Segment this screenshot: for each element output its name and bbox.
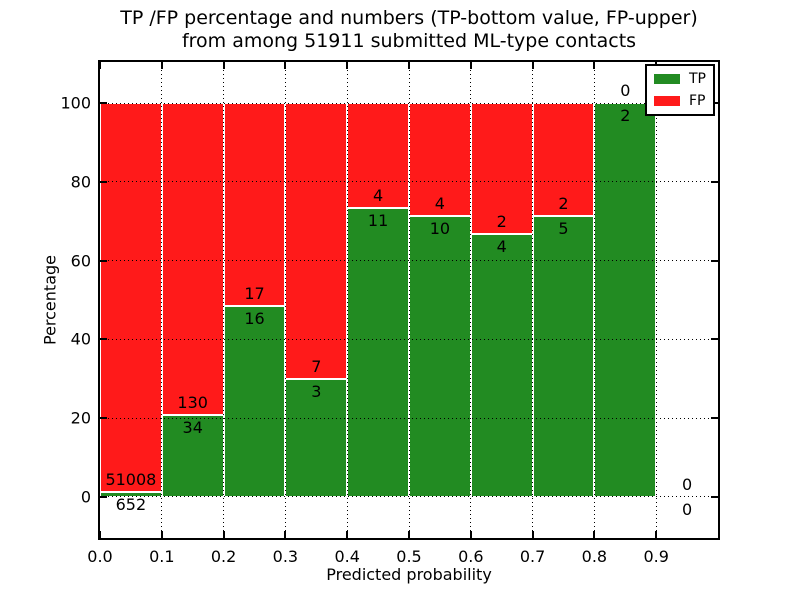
- tick-x-bottom-0.4: [346, 531, 349, 538]
- legend-entry-tp: TP: [654, 71, 706, 87]
- tick-x-bottom-0: [99, 531, 101, 538]
- xtick-label-0.9: 0.9: [643, 547, 669, 566]
- fp-count-label-0.5-0.6: 4: [434, 193, 445, 213]
- bar-tp-0.4-0.5: [347, 208, 409, 497]
- fp-swatch-icon: [654, 96, 680, 106]
- gridline-v-0.4: [346, 62, 348, 538]
- tick-x-bottom-0.1: [160, 531, 163, 538]
- tick-x-top-0.6: [469, 62, 472, 69]
- fp-count-label-0.0-0.1: 51008: [105, 469, 157, 489]
- xtick-label-0.6: 0.6: [458, 547, 484, 566]
- tp-count-label-0.8-0.9: 2: [620, 106, 631, 126]
- tick-x-top-0.7: [531, 62, 534, 69]
- tp-count-label-0.0-0.1: 652: [115, 494, 147, 514]
- tick-x-bottom-0.3: [284, 531, 287, 538]
- tick-x-top-0.2: [222, 62, 225, 69]
- tick-x-bottom-0.7: [531, 531, 534, 538]
- bar-fp-0.3-0.4: [285, 103, 348, 379]
- gridline-v-0.3: [284, 62, 286, 538]
- gridline-v-0.6: [470, 62, 472, 538]
- tick-x-bottom-0.2: [222, 531, 225, 538]
- tick-y-right-60: [711, 259, 718, 262]
- fp-count-label-0.9-1.0: 0: [682, 474, 693, 494]
- tick-y-left-0: [100, 495, 107, 498]
- tick-x-top-0.3: [284, 62, 287, 69]
- ytick-label-100: 100: [60, 93, 91, 113]
- gridline-v-0.1: [161, 62, 163, 538]
- xtick-label-0.3: 0.3: [272, 547, 299, 566]
- tp-count-label-0.2-0.3: 16: [244, 308, 265, 328]
- x-axis-label: Predicted probability: [326, 565, 492, 584]
- bar-tp-0.8-0.9: [594, 103, 657, 497]
- gridline-v-0.5: [408, 62, 410, 538]
- ytick-label-80: 80: [70, 172, 91, 192]
- xtick-label-0.1: 0.1: [149, 547, 175, 566]
- fp-count-label-0.8-0.9: 0: [620, 81, 631, 101]
- tp-count-label-0.6-0.7: 4: [496, 237, 507, 257]
- tp-count-label-0.5-0.6: 10: [429, 218, 451, 238]
- tp-count-label-0.7-0.8: 5: [558, 218, 569, 238]
- tick-y-left-100: [100, 102, 107, 105]
- bar-fp-0.6-0.7: [470, 103, 533, 235]
- bar-tp-0.2-0.3: [223, 305, 286, 497]
- xtick-label-0.2: 0.2: [210, 547, 237, 566]
- fp-count-label-0.2-0.3: 17: [244, 283, 265, 303]
- xtick-label-0.4: 0.4: [334, 547, 360, 566]
- tick-x-bottom-0.6: [469, 531, 472, 538]
- chart-title-line-2: from among 51911 submitted ML-type conta…: [181, 30, 637, 52]
- tick-y-left-40: [100, 338, 107, 341]
- tick-x-bottom-0.5: [408, 531, 410, 538]
- tick-y-right-40: [711, 338, 718, 341]
- tp-count-label-0.1-0.2: 34: [182, 418, 203, 438]
- tick-x-top-0.4: [346, 62, 349, 69]
- ytick-label-20: 20: [70, 408, 91, 428]
- ytick-label-60: 60: [70, 251, 91, 271]
- tick-y-left-60: [100, 259, 107, 262]
- xtick-label-0.0: 0.0: [87, 547, 113, 566]
- fp-count-label-0.3-0.4: 7: [311, 356, 322, 376]
- legend-label-tp: TP: [689, 71, 706, 87]
- bar-tp-0.6-0.7: [470, 234, 533, 497]
- plot-area: TP FP 0.0 0.1 0.2 0.3 0.4 0.5 0.6 0.7 0.8 0.9 0 20 4…: [60, 62, 718, 566]
- tick-y-right-0: [711, 495, 718, 498]
- bar-fp-0.2-0.3: [223, 103, 286, 306]
- tick-x-bottom-0.9: [655, 531, 658, 538]
- ytick-label-0: 0: [80, 487, 91, 507]
- gridline-v-0.7: [532, 62, 534, 538]
- gridline-v-0.9: [655, 62, 657, 538]
- bar-fp-0.0-0.1: [100, 103, 162, 492]
- bar-tp-0.5-0.6: [409, 215, 471, 497]
- tp-count-label-0.3-0.4: 3: [311, 381, 322, 401]
- fp-count-label-0.6-0.7: 2: [496, 212, 507, 232]
- gridline-v-0.8: [593, 62, 595, 538]
- chart-title: TP /FP percentage and numbers (TP-bottom…: [100, 7, 718, 53]
- tick-y-left-20: [100, 417, 107, 420]
- fp-count-label-0.7-0.8: 2: [558, 193, 569, 213]
- tp-swatch-icon: [654, 74, 680, 84]
- bar-tp-0.7-0.8: [532, 215, 595, 497]
- tick-x-top-0.1: [160, 62, 163, 69]
- y-axis-label: Percentage: [40, 254, 60, 346]
- tick-x-top-0.5: [408, 62, 410, 69]
- gridline-v-0.2: [223, 62, 225, 538]
- tick-y-left-80: [100, 180, 107, 183]
- tick-y-right-20: [711, 417, 718, 420]
- fp-count-label-0.4-0.5: 4: [373, 186, 384, 206]
- fp-count-label-0.1-0.2: 130: [177, 393, 208, 413]
- xtick-label-0.5: 0.5: [396, 547, 422, 566]
- tp-count-label-0.4-0.5: 11: [367, 211, 389, 231]
- legend-label-fp: FP: [689, 93, 706, 109]
- legend-entry-fp: FP: [654, 93, 706, 109]
- tick-y-right-80: [711, 180, 718, 183]
- chart-title-line-1: TP /FP percentage and numbers (TP-bottom…: [120, 7, 698, 29]
- xtick-label-0.7: 0.7: [519, 547, 546, 566]
- xtick-label-0.8: 0.8: [581, 547, 608, 566]
- tp-count-label-0.9-1.0: 0: [682, 499, 693, 519]
- tick-x-top-0: [99, 62, 101, 69]
- ytick-label-40: 40: [70, 329, 91, 349]
- tick-x-bottom-0.8: [593, 531, 596, 538]
- tick-x-top-0.8: [593, 62, 596, 69]
- legend: TP FP: [645, 64, 715, 116]
